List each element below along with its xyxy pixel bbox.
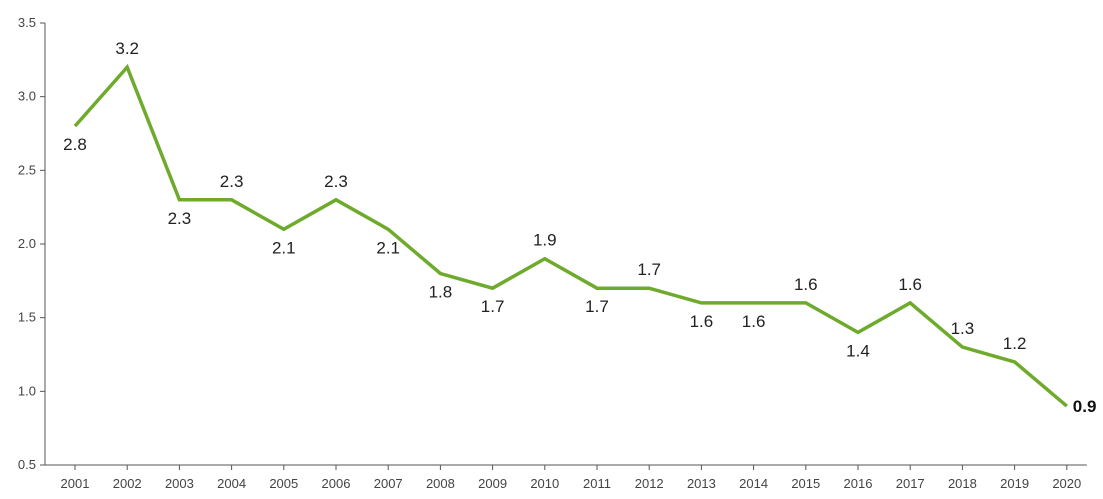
data-label: 2.1 (376, 238, 400, 257)
x-tick-label: 2010 (530, 476, 559, 491)
x-tick-label: 2002 (113, 476, 142, 491)
data-label: 1.2 (1003, 334, 1027, 353)
series-line (73, 63, 1068, 408)
data-label: 1.6 (742, 312, 766, 331)
x-tick-label: 2013 (687, 476, 716, 491)
x-tick-label: 2019 (1000, 476, 1029, 491)
x-tick-label: 2018 (948, 476, 977, 491)
series-area (73, 63, 1068, 408)
data-label: 2.3 (168, 209, 192, 228)
x-tick-label: 2012 (635, 476, 664, 491)
data-label: 0.9 (1073, 397, 1097, 416)
data-label: 1.6 (898, 275, 922, 294)
x-tick-label: 2017 (896, 476, 925, 491)
data-label: 1.6 (690, 312, 714, 331)
x-tick-label: 2003 (165, 476, 194, 491)
data-label: 2.8 (63, 135, 87, 154)
data-label: 2.3 (220, 172, 244, 191)
y-tick-label: 2.0 (18, 236, 36, 251)
data-label: 1.7 (637, 260, 661, 279)
y-tick-label: 3.0 (18, 89, 36, 104)
x-tick-label: 2009 (478, 476, 507, 491)
y-tick-label: 1.0 (18, 383, 36, 398)
x-tick-label: 2016 (844, 476, 873, 491)
x-tick-label: 2005 (269, 476, 298, 491)
data-label: 1.4 (846, 341, 870, 360)
data-label: 1.8 (429, 282, 453, 301)
data-label: 3.2 (115, 39, 139, 58)
x-tick-label: 2001 (61, 476, 90, 491)
x-tick-label: 2011 (583, 476, 611, 491)
data-label: 1.3 (951, 319, 975, 338)
y-tick-label: 3.5 (18, 15, 36, 30)
data-label: 1.6 (794, 275, 818, 294)
x-tick-label: 2008 (426, 476, 455, 491)
data-label: 1.9 (533, 231, 557, 250)
data-label: 2.3 (324, 172, 348, 191)
x-axis: 2001 2002 2003 2004 2005 2006 2007 2008 2009 2010… (45, 464, 1087, 491)
x-tick-label: 2006 (322, 476, 351, 491)
x-tick-label: 2004 (217, 476, 246, 491)
data-labels: 2.8 3.2 2.3 2.3 2.1 2.3 2.1 1.8 1.7 1.9 1.7 1.7 1.6 1… (63, 39, 1096, 416)
y-axis: 0.5 1.0 1.5 2.0 2.5 3.0 3.5 (18, 15, 46, 472)
data-label: 1.7 (481, 297, 505, 316)
data-label: 2.1 (272, 238, 296, 257)
y-tick-label: 0.5 (18, 457, 36, 472)
y-tick-label: 2.5 (18, 162, 36, 177)
x-tick-label: 2014 (739, 476, 768, 491)
data-label: 1.7 (585, 297, 609, 316)
y-tick-label: 1.5 (18, 310, 36, 325)
x-tick-label: 2020 (1052, 476, 1081, 491)
x-tick-label: 2015 (791, 476, 820, 491)
x-tick-label: 2007 (374, 476, 403, 491)
